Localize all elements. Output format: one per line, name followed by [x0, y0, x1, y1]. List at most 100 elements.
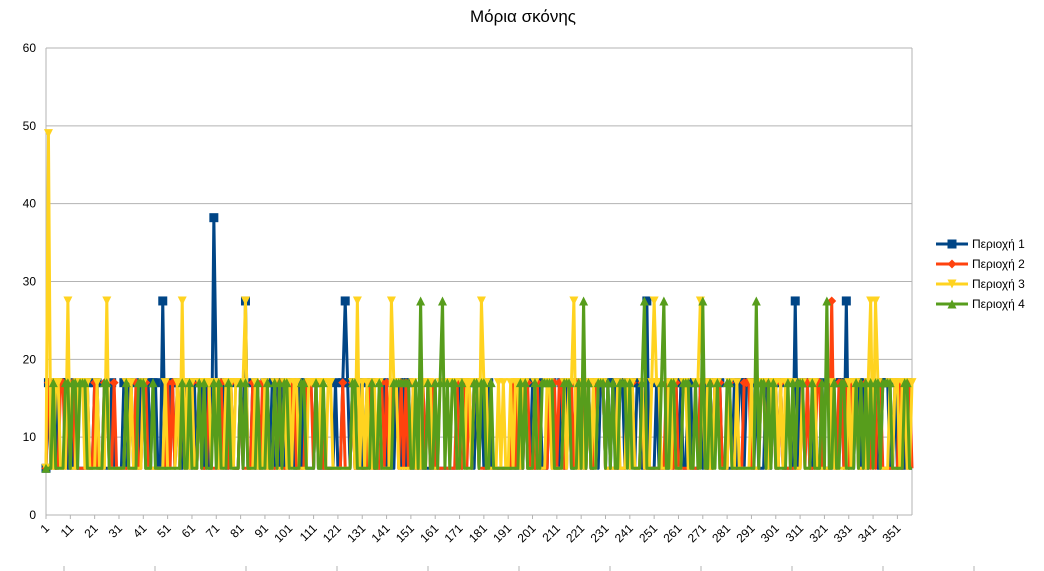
legend: Περιοχή 1 Περιοχή 2 Περιοχή 3 Περιοχή 4 — [936, 237, 1025, 311]
data-point — [608, 378, 618, 388]
legend-label: Περιοχή 4 — [972, 297, 1025, 311]
data-point — [476, 296, 486, 306]
data-point — [199, 378, 209, 388]
data-point — [686, 378, 696, 388]
data-point — [564, 378, 574, 388]
data-point — [547, 378, 557, 388]
data-point — [829, 378, 839, 388]
data-point — [416, 296, 426, 306]
data-point — [528, 378, 538, 388]
data-point — [223, 378, 233, 388]
data-point — [102, 296, 112, 306]
chart-title: Μόρια σκόνης — [470, 7, 576, 26]
data-point — [691, 378, 700, 388]
data-point — [240, 296, 250, 306]
data-point — [63, 296, 73, 306]
data-point — [583, 378, 593, 388]
data-point — [498, 378, 508, 388]
data-point — [126, 378, 136, 388]
y-tick-label: 30 — [23, 275, 37, 289]
data-point — [438, 296, 448, 306]
legend-item: Περιοχή 3 — [936, 277, 1025, 291]
data-point — [352, 296, 362, 306]
data-point — [698, 296, 708, 306]
data-point — [530, 378, 540, 388]
y-tick-label: 60 — [23, 41, 37, 55]
data-point — [386, 296, 396, 306]
data-point — [669, 378, 679, 388]
data-point — [683, 378, 693, 388]
data-point — [479, 378, 489, 388]
legend-label: Περιοχή 2 — [972, 257, 1025, 271]
data-point — [338, 378, 348, 388]
data-point — [907, 378, 917, 388]
data-point — [267, 378, 277, 388]
series-line — [46, 299, 912, 470]
y-tick-label: 10 — [23, 430, 37, 444]
data-point — [871, 296, 881, 306]
legend-marker — [947, 299, 957, 309]
data-point — [362, 378, 372, 388]
data-point — [374, 378, 384, 388]
data-point — [350, 378, 360, 388]
data-point — [729, 378, 739, 388]
data-point — [148, 378, 158, 388]
data-point — [48, 378, 58, 388]
data-point — [822, 296, 832, 306]
legend-item: Περιοχή 1 — [936, 237, 1025, 251]
data-point — [262, 378, 272, 388]
data-point — [642, 296, 652, 306]
series-4 — [41, 296, 912, 473]
y-tick-label: 20 — [23, 352, 37, 366]
data-point — [732, 378, 742, 388]
data-point — [569, 296, 579, 306]
data-point — [119, 378, 129, 388]
data-point — [457, 378, 467, 388]
data-point — [610, 378, 620, 388]
data-point — [423, 378, 433, 388]
data-point — [817, 378, 827, 388]
data-point — [185, 378, 195, 388]
data-point — [80, 378, 90, 388]
data-point — [450, 378, 460, 388]
data-point — [214, 378, 224, 388]
data-point — [656, 378, 666, 388]
data-point — [138, 378, 148, 388]
data-point — [659, 296, 669, 306]
data-point — [209, 213, 219, 223]
data-point — [790, 296, 800, 306]
data-point — [676, 378, 686, 388]
data-point — [177, 378, 187, 388]
data-point — [807, 378, 817, 388]
data-point — [411, 378, 421, 388]
data-point — [311, 378, 321, 388]
data-point — [484, 378, 494, 388]
data-point — [885, 378, 895, 388]
data-point — [282, 378, 292, 388]
series-group — [41, 129, 917, 473]
data-point — [53, 378, 63, 388]
legend-label: Περιοχή 1 — [972, 237, 1025, 251]
data-point — [253, 378, 263, 388]
data-point — [326, 378, 336, 388]
data-point — [109, 378, 119, 388]
data-point — [751, 296, 761, 306]
legend-marker — [947, 239, 957, 249]
data-point — [299, 378, 309, 388]
data-point — [649, 296, 659, 306]
data-point — [150, 378, 160, 388]
data-point — [158, 296, 168, 306]
legend-item: Περιοχή 4 — [936, 297, 1025, 311]
data-point — [768, 378, 778, 388]
legend-marker — [947, 259, 957, 269]
data-point — [121, 378, 131, 388]
data-point — [240, 378, 250, 388]
data-point — [902, 378, 912, 388]
data-point — [520, 378, 530, 388]
data-point — [486, 378, 496, 388]
data-point — [839, 378, 849, 388]
y-tick-label: 0 — [29, 508, 36, 522]
data-point — [340, 296, 350, 306]
